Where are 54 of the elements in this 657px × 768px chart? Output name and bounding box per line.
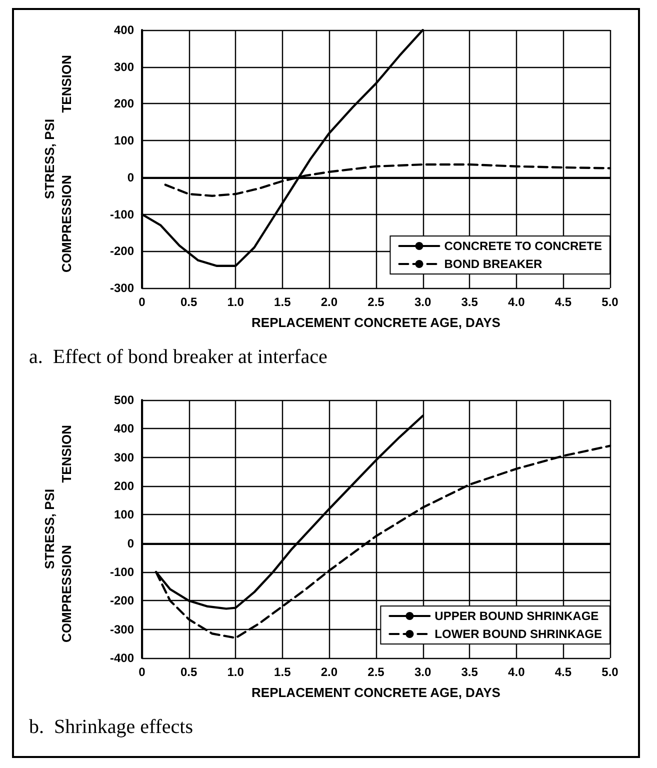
y-tick-label: -100 (110, 207, 134, 222)
legend-label: BOND BREAKER (444, 257, 543, 271)
x-tick-label: 0 (138, 295, 146, 309)
x-tick-label: 4.0 (508, 295, 526, 309)
y-tick-label: -100 (110, 565, 134, 579)
legend-label: CONCRETE TO CONCRETE (444, 239, 602, 253)
y-tick-label: -400 (110, 651, 134, 665)
text: TENSION (59, 424, 74, 483)
y-tick-label: -200 (110, 244, 134, 258)
x-tick-label: 0.5 (180, 295, 198, 309)
legend-label: LOWER BOUND SHRINKAGE (434, 627, 602, 641)
x-tick-label: 5.0 (602, 665, 619, 679)
x-tick-label: 0 (138, 665, 146, 679)
x-tick-label: 0.5 (180, 665, 198, 679)
x-tick-label: 3.0 (414, 295, 432, 309)
x-tick-label: 1.0 (227, 665, 244, 679)
x-tick-label: 1.0 (227, 295, 244, 309)
x-tick-label: 2.5 (368, 295, 385, 309)
x-tick-label: 4.0 (508, 665, 526, 679)
x-tick-label: 5.0 (602, 295, 619, 309)
y-axis-title: STRESS, PSI (42, 118, 57, 200)
legend-label: UPPER BOUND SHRINKAGE (434, 609, 599, 623)
y-tick-label: 500 (114, 393, 134, 407)
y-tick-label: 400 (114, 23, 134, 37)
x-axis-title: REPLACEMENT CONCRETE AGE, DAYS (252, 315, 501, 330)
x-tick-label: 4.5 (554, 295, 572, 309)
y-tick-label: -200 (110, 594, 134, 608)
y-tick-label: 400 (114, 422, 134, 436)
y-tick-label: -300 (110, 622, 134, 636)
y-tick-label: 100 (114, 134, 134, 148)
x-tick-label: 3.0 (414, 665, 432, 679)
y-tick-label: 0 (127, 170, 134, 184)
y-axis-title: STRESS, PSI (42, 488, 57, 570)
text: COMPRESSION (59, 544, 74, 643)
text: a. Effect of bond breaker at interface (29, 346, 328, 368)
y-tick-label: -300 (110, 281, 134, 295)
x-tick-label: 2.5 (368, 665, 385, 679)
y-tick-label: 200 (114, 479, 134, 493)
x-tick-label: 1.5 (274, 295, 292, 309)
text: COMPRESSION (59, 174, 74, 273)
x-tick-label: 3.5 (461, 295, 478, 309)
y-tick-label: 300 (114, 450, 134, 464)
x-tick-label: 3.5 (461, 665, 478, 679)
y-tick-label: 300 (114, 60, 134, 74)
y-tick-label: 0 (127, 536, 134, 550)
x-tick-label: 2.0 (320, 295, 338, 309)
x-axis-title: REPLACEMENT CONCRETE AGE, DAYS (252, 685, 501, 700)
x-tick-label: 1.5 (274, 665, 292, 679)
y-tick-label: 200 (114, 96, 134, 111)
text: TENSION (59, 54, 74, 113)
x-tick-label: 4.5 (554, 665, 572, 679)
x-tick-label: 2.0 (320, 665, 338, 679)
text: b. Shrinkage effects (29, 716, 194, 738)
y-tick-label: 100 (114, 508, 134, 522)
